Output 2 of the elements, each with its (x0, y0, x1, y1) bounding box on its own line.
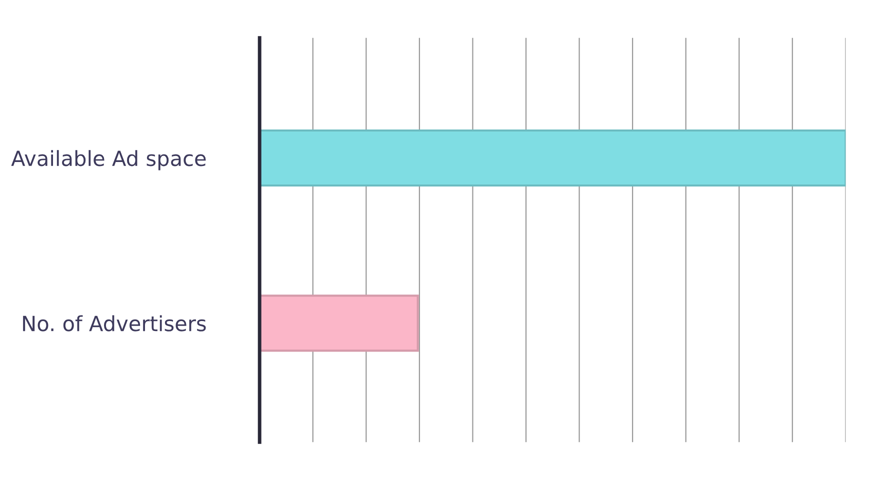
y-tick-label: Available Ad space (11, 150, 206, 170)
y-tick-label: No. of Advertisers (23, 315, 206, 332)
